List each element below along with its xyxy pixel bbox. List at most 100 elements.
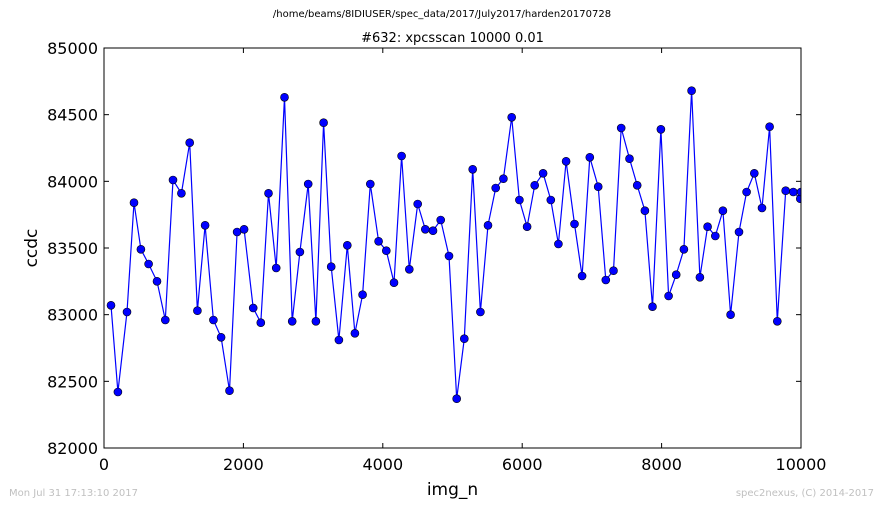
y-tick-label: 84000 — [47, 172, 98, 191]
x-axis-label: img_n — [427, 480, 478, 500]
data-point — [648, 302, 657, 312]
data-point — [311, 316, 321, 326]
y-tick-label: 83500 — [47, 239, 98, 258]
data-point — [570, 219, 579, 229]
y-tick-label: 84500 — [47, 106, 98, 125]
data-point — [585, 153, 595, 162]
data-point — [334, 335, 344, 345]
tick-layer: 0 2000 4000 6000 8000 10000 82000 82500 83000 835… — [47, 39, 826, 474]
data-point — [248, 303, 258, 313]
data-point — [546, 195, 556, 205]
data-point — [781, 186, 791, 195]
data-point — [507, 113, 517, 122]
data-point — [342, 241, 352, 250]
data-point — [468, 165, 478, 174]
data-point — [742, 187, 751, 197]
data-point — [554, 239, 563, 249]
data-point — [444, 251, 454, 261]
x-tick-label: 8000 — [641, 455, 682, 474]
data-point — [413, 199, 423, 209]
data-point — [350, 328, 360, 338]
data-point — [749, 169, 759, 178]
data-point — [679, 245, 689, 254]
data-point — [459, 334, 469, 344]
data-point — [152, 276, 162, 286]
data-point — [687, 86, 696, 95]
data-point — [161, 315, 170, 325]
data-point — [397, 151, 406, 161]
data-point — [177, 189, 186, 198]
data-point — [264, 189, 273, 198]
data-point — [601, 275, 611, 285]
data-point — [757, 203, 767, 213]
x-tick-label: 2000 — [223, 455, 264, 474]
data-point — [193, 306, 202, 316]
data-point — [664, 291, 673, 301]
data-point — [718, 206, 728, 215]
data-point — [609, 266, 618, 276]
data-point — [271, 263, 281, 273]
figure-suptitle: /home/beams/8IDIUSER/spec_data/2017/July… — [272, 9, 612, 20]
data-point — [640, 206, 650, 215]
data-point — [326, 262, 336, 272]
data-point — [113, 387, 123, 397]
series-line — [110, 90, 801, 399]
data-point — [695, 272, 705, 282]
data-point — [303, 179, 313, 189]
data-point — [122, 307, 132, 317]
x-tick-label: 6000 — [502, 455, 543, 474]
x-tick-label: 4000 — [362, 455, 403, 474]
data-point — [129, 198, 139, 207]
data-point — [765, 122, 774, 131]
y-tick-label: 83000 — [47, 306, 98, 325]
y-tick-label: 82000 — [47, 439, 98, 458]
data-point — [561, 157, 571, 166]
data-point — [616, 123, 626, 133]
y-tick-label: 82500 — [47, 372, 98, 391]
data-point — [499, 174, 508, 183]
data-point — [381, 246, 391, 255]
data-point — [168, 175, 178, 185]
data-point — [671, 270, 681, 280]
data-point — [538, 169, 548, 178]
data-point — [772, 316, 782, 326]
data-point — [106, 300, 116, 310]
data-point — [593, 182, 603, 191]
data-point — [436, 215, 446, 225]
data-point — [287, 316, 297, 326]
data-point — [136, 245, 146, 254]
data-point — [703, 222, 712, 231]
y-axis-label: ccdc — [22, 229, 42, 268]
data-point — [225, 386, 234, 396]
data-point — [216, 332, 226, 342]
data-point — [185, 138, 194, 147]
data-point — [734, 227, 744, 237]
data-point — [389, 278, 399, 288]
data-point — [476, 307, 485, 317]
data-point — [144, 259, 153, 269]
data-point — [656, 125, 666, 134]
data-point — [428, 226, 438, 235]
data-point — [200, 221, 210, 230]
data-point — [295, 247, 305, 257]
data-point — [788, 187, 798, 197]
data-point — [280, 93, 289, 102]
data-point — [358, 290, 367, 300]
data-point — [530, 181, 540, 190]
footer-timestamp: Mon Jul 31 17:13:10 2017 — [9, 488, 138, 499]
footer-credit: spec2nexus, (C) 2014-2017 — [735, 488, 874, 499]
x-tick-label: 10000 — [776, 455, 827, 474]
data-point — [710, 231, 720, 241]
data-point — [365, 179, 375, 189]
data-point — [726, 310, 735, 320]
data-point — [577, 271, 587, 281]
plot-frame — [103, 47, 802, 449]
chart-title: #632: xpcsscan 10000 0.01 — [361, 31, 544, 46]
data-point — [374, 237, 383, 246]
data-point — [239, 225, 249, 234]
data-point — [209, 315, 218, 325]
x-tick-label: 0 — [99, 455, 109, 474]
data-point — [319, 118, 328, 127]
data-point — [452, 394, 462, 404]
